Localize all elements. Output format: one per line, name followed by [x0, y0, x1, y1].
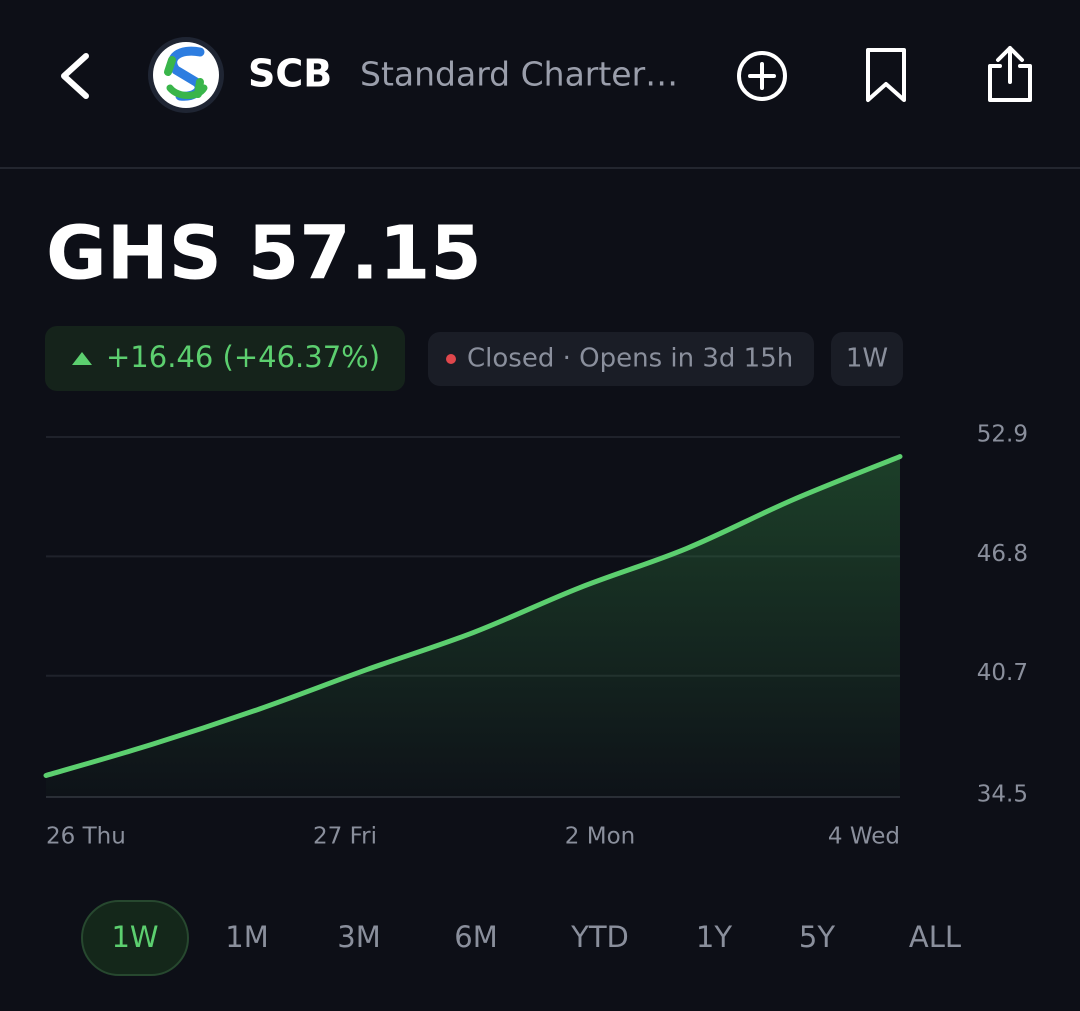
x-tick-label: 2 Mon [565, 824, 635, 850]
area-fill [46, 456, 900, 797]
back-button[interactable] [61, 53, 89, 99]
status: Closed · Opens in 3d 15h [467, 344, 793, 374]
change: +16.46 (+46.37%) [106, 340, 380, 374]
range-selected-pill [81, 900, 189, 976]
add-button[interactable] [737, 51, 787, 101]
y-tick-label: 34.5 [977, 782, 1028, 808]
logo [148, 37, 224, 113]
y-tick-label: 52.9 [977, 422, 1028, 448]
range-button[interactable]: 3M [337, 920, 380, 954]
x-tick-label: 4 Wed [828, 824, 900, 850]
range-button[interactable]: 5Y [799, 920, 835, 954]
up-arrow [72, 352, 92, 365]
period-badge: 1W [846, 344, 888, 374]
share-button[interactable] [988, 46, 1032, 102]
ticker: SCB [248, 52, 332, 96]
x-tick-label: 27 Fri [313, 824, 377, 850]
range-button[interactable]: YTD [570, 920, 629, 954]
y-tick-label: 40.7 [977, 660, 1028, 686]
price-line [43, 454, 903, 778]
range-button[interactable]: 1M [225, 920, 268, 954]
x-tick-label: 26 Thu [46, 824, 126, 850]
change-pill [45, 326, 405, 391]
status-pill [428, 332, 814, 386]
range-button[interactable]: 1Y [696, 920, 732, 954]
price: GHS 57.15 [46, 211, 482, 297]
y-tick-label: 46.8 [977, 541, 1028, 567]
company-name: Standard Charter… [360, 55, 678, 94]
period-pill [831, 332, 903, 386]
range-button[interactable]: ALL [909, 920, 961, 954]
bookmark-button[interactable] [866, 48, 906, 102]
range-button[interactable]: 6M [454, 920, 497, 954]
range-button[interactable]: 1W [111, 920, 158, 954]
status-dot [446, 354, 456, 364]
